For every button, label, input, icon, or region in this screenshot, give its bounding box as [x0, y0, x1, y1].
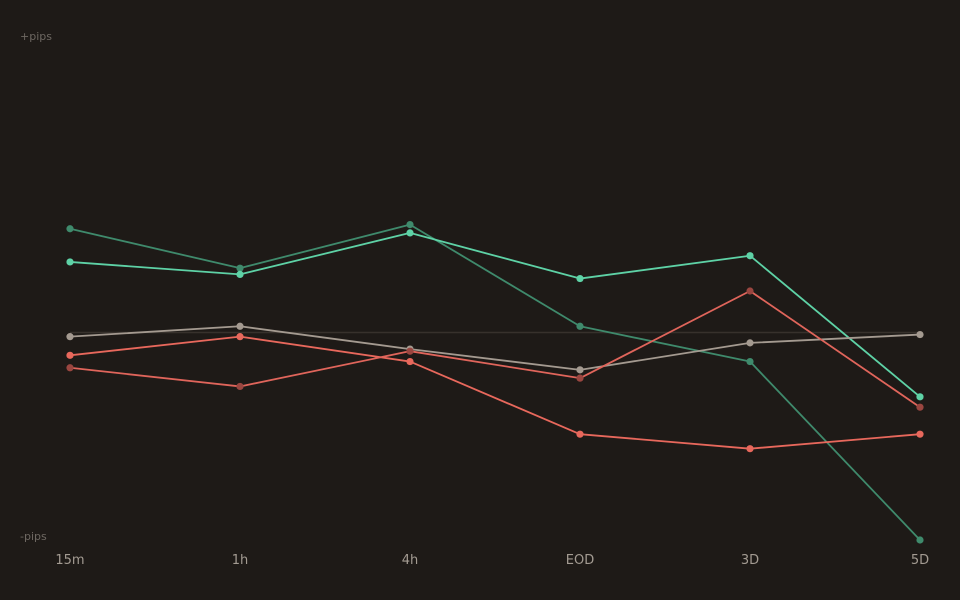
- data-point: [576, 274, 584, 283]
- series-1: [66, 221, 924, 544]
- data-point: [746, 287, 754, 295]
- x-tick-label: EOD: [566, 553, 594, 568]
- data-point: [406, 229, 414, 237]
- series-line: [69, 325, 921, 371]
- x-tick-label: 1h: [232, 553, 249, 568]
- data-point: [746, 357, 754, 366]
- data-point: [236, 322, 244, 330]
- data-point: [236, 264, 244, 272]
- data-point: [746, 445, 754, 453]
- data-point: [916, 536, 924, 544]
- series-line: [69, 290, 921, 408]
- series-line: [69, 335, 921, 450]
- y-axis-bottom-label: -pips: [20, 530, 47, 543]
- data-point: [236, 270, 244, 278]
- x-tick-label: 15m: [55, 553, 84, 568]
- data-point: [236, 333, 244, 341]
- data-point: [576, 366, 584, 374]
- data-point: [746, 339, 754, 347]
- series-3: [66, 322, 924, 374]
- x-axis-ticks: 15m 1h 4h EOD 3D 5D: [55, 553, 929, 568]
- data-point: [746, 252, 754, 260]
- x-tick-label: 5D: [911, 553, 929, 568]
- data-point: [916, 393, 924, 401]
- data-point: [236, 382, 244, 391]
- series-layer: [66, 221, 924, 544]
- data-point: [576, 374, 584, 382]
- data-point: [576, 430, 584, 438]
- series-line: [69, 231, 921, 398]
- x-tick-label: 4h: [402, 553, 419, 568]
- data-point: [406, 221, 414, 229]
- data-point: [66, 225, 74, 233]
- data-point: [66, 258, 74, 266]
- series-4: [66, 333, 924, 453]
- data-point: [66, 351, 74, 359]
- data-point: [406, 347, 414, 355]
- series-line: [69, 223, 921, 541]
- y-axis-top-label: +pips: [20, 30, 52, 43]
- data-point: [916, 403, 924, 411]
- data-point: [66, 364, 74, 372]
- series-2: [66, 229, 924, 401]
- data-point: [66, 333, 74, 341]
- x-tick-label: 3D: [741, 553, 759, 568]
- data-point: [916, 430, 924, 438]
- series-5: [66, 287, 924, 411]
- data-point: [576, 322, 584, 330]
- data-point: [916, 330, 924, 339]
- data-point: [406, 357, 414, 366]
